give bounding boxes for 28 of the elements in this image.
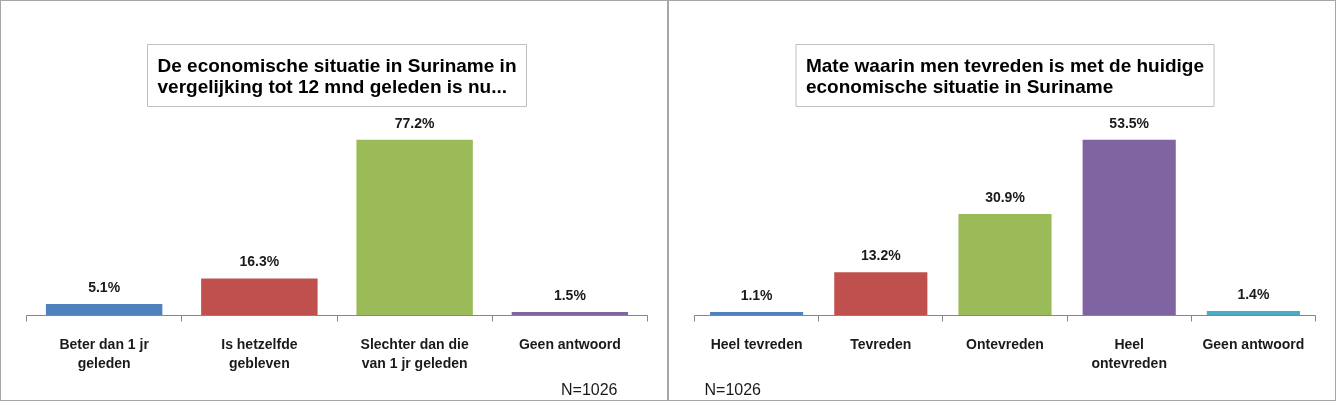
x-tick-label: Ontevreden: [966, 335, 1044, 352]
bar: [1082, 139, 1176, 316]
x-tick-label: Is hetzelfde gebleven: [221, 335, 298, 371]
x-tick-label: Beter dan 1 jr geleden: [59, 335, 150, 371]
data-label: 13.2%: [860, 247, 902, 264]
bar: [834, 272, 928, 316]
chart-title: De economische situatie in Suriname in vergelijking tot 12 mnd geleden is nu...: [157, 54, 517, 97]
x-tick-label: Geen antwoord: [518, 335, 621, 352]
x-tick-label: Geen antwoord: [1202, 335, 1305, 352]
data-label: 1.5%: [553, 287, 587, 304]
bar: [45, 303, 163, 316]
x-tick-label: Tevreden: [850, 335, 912, 352]
data-label: 53.5%: [1109, 114, 1150, 131]
bar: [356, 139, 473, 316]
chart-title: Mate waarin men tevreden is met de huidige economische situatie in Suriname: [805, 54, 1205, 97]
data-label: 1.4%: [1237, 285, 1270, 302]
text: N=1026: [561, 380, 618, 398]
x-tick-label: Heel ontevreden: [1091, 335, 1167, 371]
data-label: 1.1%: [740, 286, 774, 303]
data-label: 77.2%: [394, 114, 436, 131]
bar: [958, 214, 1052, 316]
x-tick-label: Heel tevreden: [710, 335, 803, 352]
data-label: 16.3%: [239, 253, 280, 270]
data-label: 5.1%: [88, 278, 121, 295]
data-label: 30.9%: [985, 189, 1026, 206]
x-tick-label: Slechter dan die van 1 jr geleden: [360, 335, 469, 371]
bar: [201, 278, 318, 316]
text: N=1026: [704, 380, 762, 398]
